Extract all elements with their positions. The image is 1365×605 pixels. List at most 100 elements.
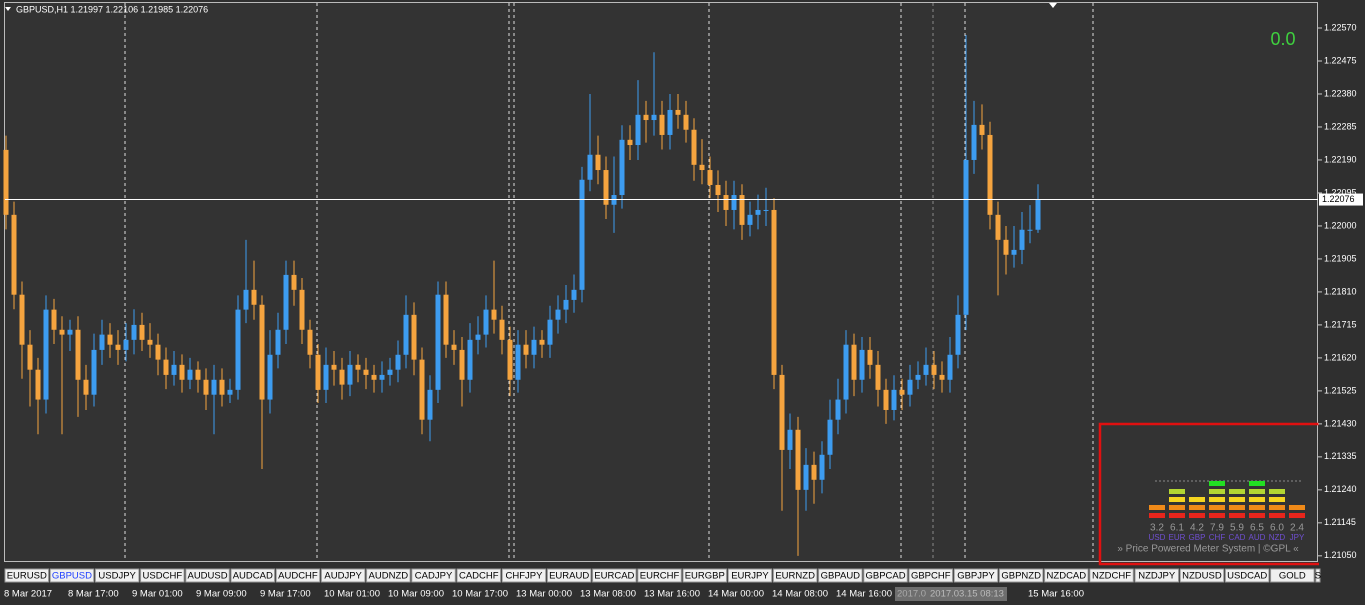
candle-body [51, 309, 57, 330]
x-tick-label: 10 Mar 17:00 [452, 589, 508, 600]
candle-body [267, 354, 273, 400]
candle-body [227, 389, 233, 395]
symbol-tab[interactable]: GBPNZD [998, 568, 1044, 583]
meter-level [1229, 489, 1245, 494]
tab-box [411, 568, 456, 583]
candle-body [763, 209, 769, 211]
candle-body [451, 344, 457, 350]
symbol-tab[interactable]: GBPAUD [818, 568, 863, 583]
tab-box [1224, 568, 1270, 583]
symbol-tab[interactable]: AUDJPY [320, 568, 366, 583]
meter-currency: NZD [1269, 533, 1286, 542]
meter-level [1209, 505, 1225, 510]
symbol-tab[interactable]: AUDUSD [185, 568, 230, 583]
candle-body [907, 379, 913, 395]
candle-body [339, 369, 345, 385]
shift-marker[interactable] [1049, 3, 1057, 8]
symbol-tab[interactable]: GBPUSD [49, 568, 95, 583]
meter-level [1169, 489, 1185, 494]
candle-body [435, 294, 441, 390]
candle-body [555, 309, 561, 320]
symbol-tab[interactable]: GBPCAD [863, 568, 908, 583]
candle-body [419, 359, 425, 420]
symbol-tab[interactable]: CADJPY [411, 568, 456, 583]
symbol-tab[interactable]: NZDCHF [1089, 568, 1134, 583]
x-tick-label: 14 Mar 08:00 [772, 589, 828, 600]
symbol-tab[interactable]: EURAUD [546, 568, 592, 583]
meter-currency: GBP [1189, 533, 1206, 542]
meter-level [1289, 513, 1305, 518]
candle-body [667, 109, 673, 135]
candle-body [531, 339, 537, 355]
candle-body [931, 364, 937, 375]
candle-body [603, 170, 609, 205]
candle-body [587, 154, 593, 180]
x-tick-label: 15 Mar 16:00 [1028, 589, 1084, 600]
candle-body [59, 329, 65, 335]
symbol-tab[interactable]: AUDNZD [366, 568, 411, 583]
candle-body [107, 334, 113, 345]
candle-body [515, 344, 521, 380]
symbol-tab[interactable]: GBPJPY [953, 568, 999, 583]
menu-arrow[interactable] [5, 7, 11, 11]
candle-body [787, 429, 793, 450]
candle-body [795, 429, 801, 490]
candle-body [259, 304, 265, 400]
symbol-tab[interactable]: USDCAD [1224, 568, 1270, 583]
tab-box [49, 568, 95, 583]
symbol-tab[interactable]: USDJPY [94, 568, 140, 583]
tab-label: EURNZD [775, 571, 815, 582]
candle-body [347, 364, 353, 385]
candle-body [579, 179, 585, 290]
tab-box [320, 568, 366, 583]
y-tick-label: 1.21620 [1324, 352, 1357, 362]
tab-label: USDCAD [1227, 571, 1267, 582]
tab-box [546, 568, 592, 583]
candle-body [883, 389, 889, 410]
symbol-tab[interactable]: EURCHF [637, 568, 682, 583]
symbol-tab[interactable]: NZDUSD [1179, 568, 1225, 583]
symbol-tab[interactable]: EURCAD [592, 568, 637, 583]
candle-body [779, 374, 785, 450]
symbol-tab[interactable]: GBPCHF [908, 568, 953, 583]
symbol-tab[interactable]: EURNZD [772, 568, 818, 583]
symbol-tab[interactable]: CHFJPY [501, 568, 547, 583]
tab-box [1044, 568, 1089, 583]
symbol-tab[interactable]: NZDJPY [1134, 568, 1179, 583]
symbol-tab[interactable]: EURJPY [727, 568, 773, 583]
tab-label: AUDNZD [369, 571, 409, 582]
candle-body [75, 329, 81, 380]
candle-body [955, 314, 961, 355]
symbol-tab[interactable]: NZDCAD [1044, 568, 1089, 583]
tab-label: EURAUD [549, 571, 589, 582]
x-tick-label: 14 Mar 16:00 [836, 589, 892, 600]
candle-body [979, 124, 985, 135]
meter-level [1209, 497, 1225, 502]
meter-level [1209, 489, 1225, 494]
candle-body [683, 114, 689, 130]
candle-body [963, 159, 969, 315]
tab-box [140, 568, 185, 583]
candle-body [99, 334, 105, 350]
meter-value: 5.9 [1230, 523, 1244, 534]
candle-body [475, 334, 481, 340]
symbol-tab[interactable]: S [1315, 568, 1321, 583]
symbol-tab[interactable]: USDCHF [140, 568, 185, 583]
symbol-tab[interactable]: CADCHF [456, 568, 501, 583]
meter-value: 6.1 [1170, 523, 1184, 534]
symbol-tab[interactable]: EURGBP [682, 568, 727, 583]
period-separators [124, 3, 1094, 561]
x-tick-label: 8 Mar 17:00 [68, 589, 119, 600]
symbol-tab[interactable]: AUDCHF [275, 568, 321, 583]
symbol-tab[interactable]: EURUSD [4, 568, 49, 583]
symbol-tab[interactable]: GOLD [1270, 568, 1315, 583]
symbol-tab[interactable]: AUDCAD [230, 568, 275, 583]
candle-body [331, 364, 337, 370]
candle-body [171, 364, 177, 375]
candle-body [1003, 239, 1009, 255]
candle-body [859, 349, 865, 380]
candle-body [507, 339, 513, 380]
meter-level [1249, 497, 1265, 502]
candle-body [91, 349, 97, 395]
